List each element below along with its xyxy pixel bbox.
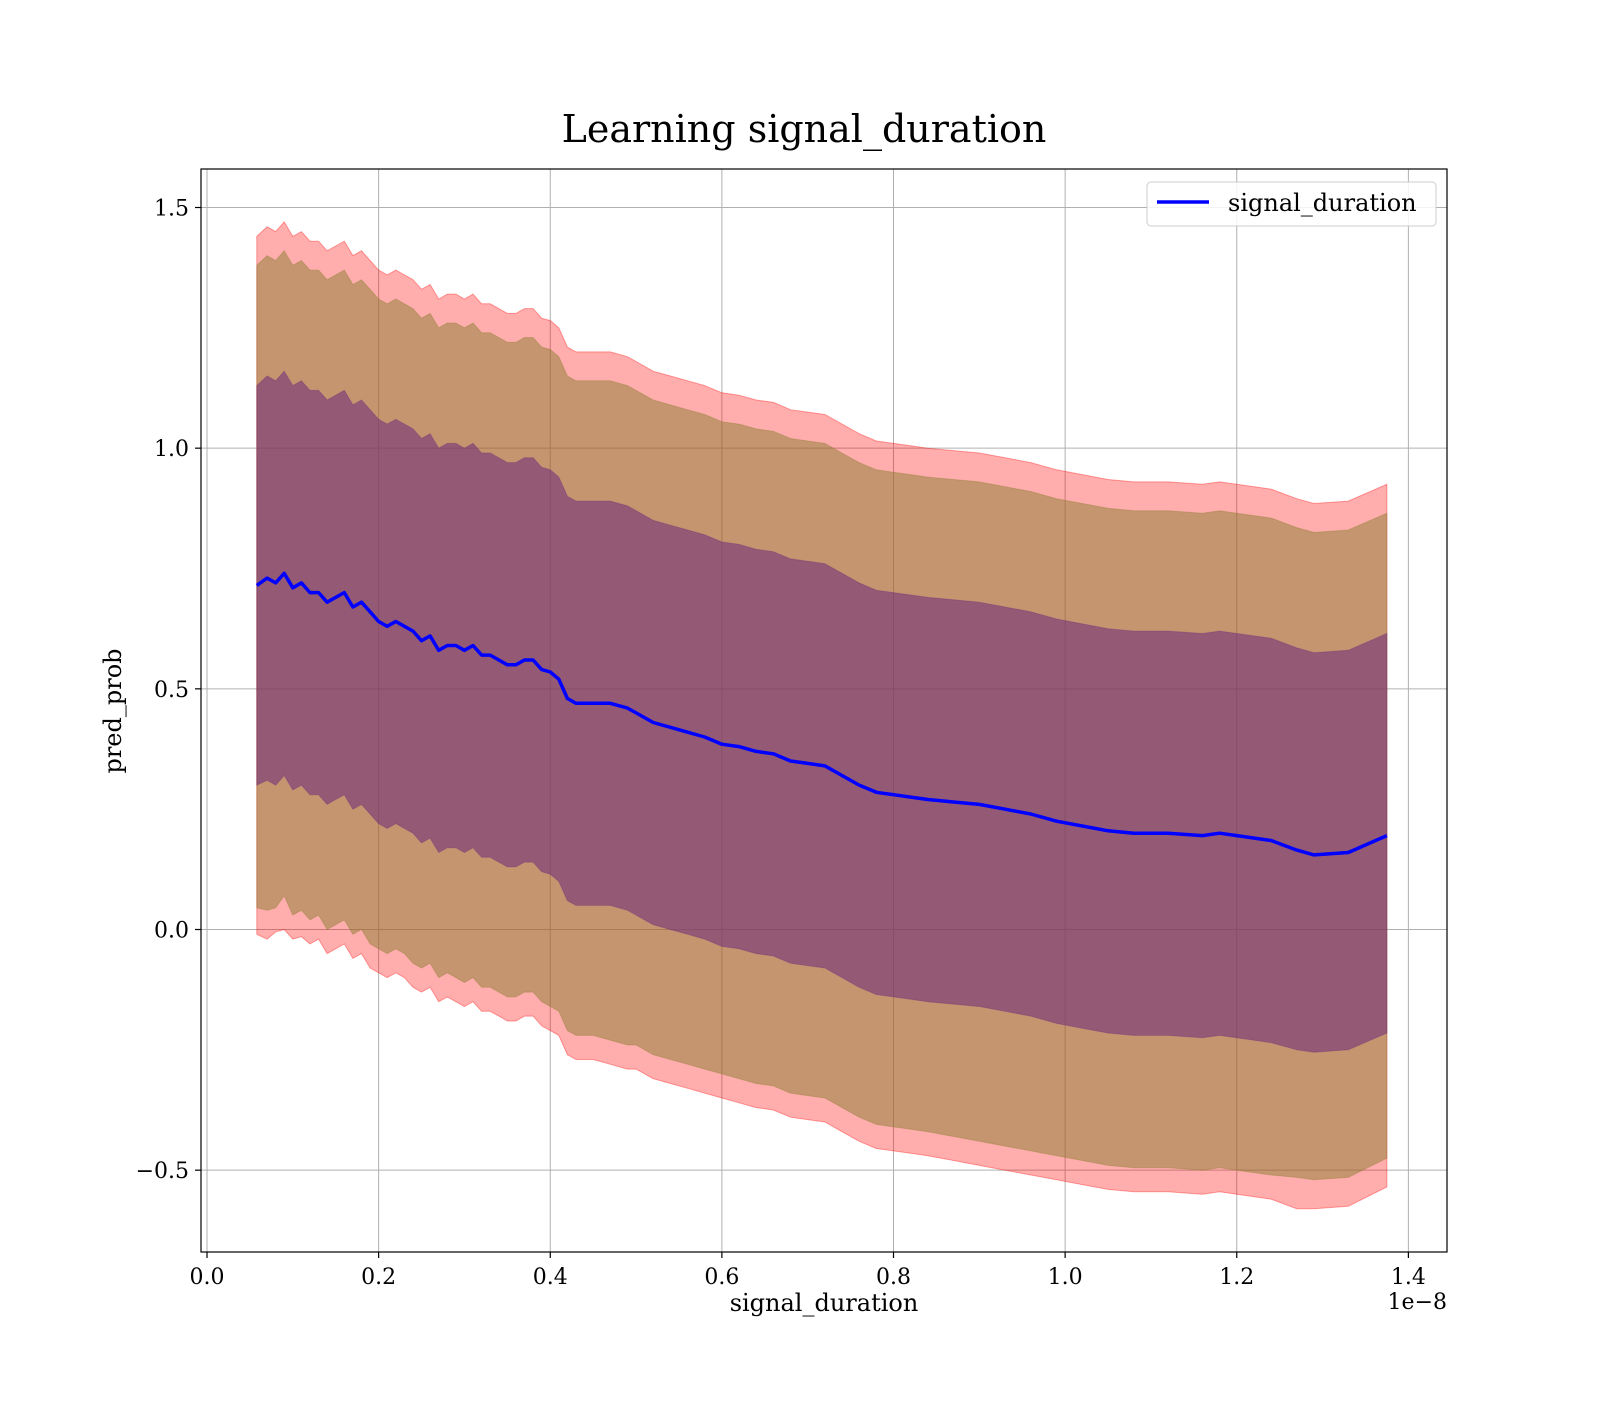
plot-frame [200,168,1448,1253]
y-tick-label: −0.5 [136,1159,189,1184]
legend-label: signal_duration [1228,189,1417,217]
series-line-signal-duration [255,571,1388,857]
legend-box [1146,181,1437,227]
legend: signal_duration [1146,181,1437,227]
line-layer [255,571,1388,857]
y-tick-label: 0.0 [154,919,189,944]
y-tick-label: 0.5 [154,678,189,703]
x-tick-label: 0.2 [361,1265,396,1290]
x-offset-label: 1e−8 [1388,1290,1447,1315]
y-tick-label: 1.5 [154,197,189,222]
y-tick-label: 1.0 [154,437,189,462]
x-tick-label: 0.8 [876,1265,911,1290]
inner-band [256,370,1388,1053]
band-layer [256,221,1388,1210]
x-tick-label: 1.4 [1391,1265,1426,1290]
x-tick-label: 1.0 [1048,1265,1083,1290]
x-axis-label: signal_duration [730,1289,919,1317]
x-tick-label: 1.2 [1219,1265,1254,1290]
x-tick-label: 0.4 [533,1265,568,1290]
chart-title: Learning signal_duration [562,107,1047,152]
y-axis-label: pred_prob [99,648,127,773]
x-tick-label: 0.0 [190,1265,225,1290]
x-tick-label: 0.6 [704,1265,739,1290]
tick-layer: 0.0 0.2 0.4 0.6 0.8 1.0 1.2 1.4 −0.5 0.0 0.5 1.0 1.5 [136,197,1426,1290]
